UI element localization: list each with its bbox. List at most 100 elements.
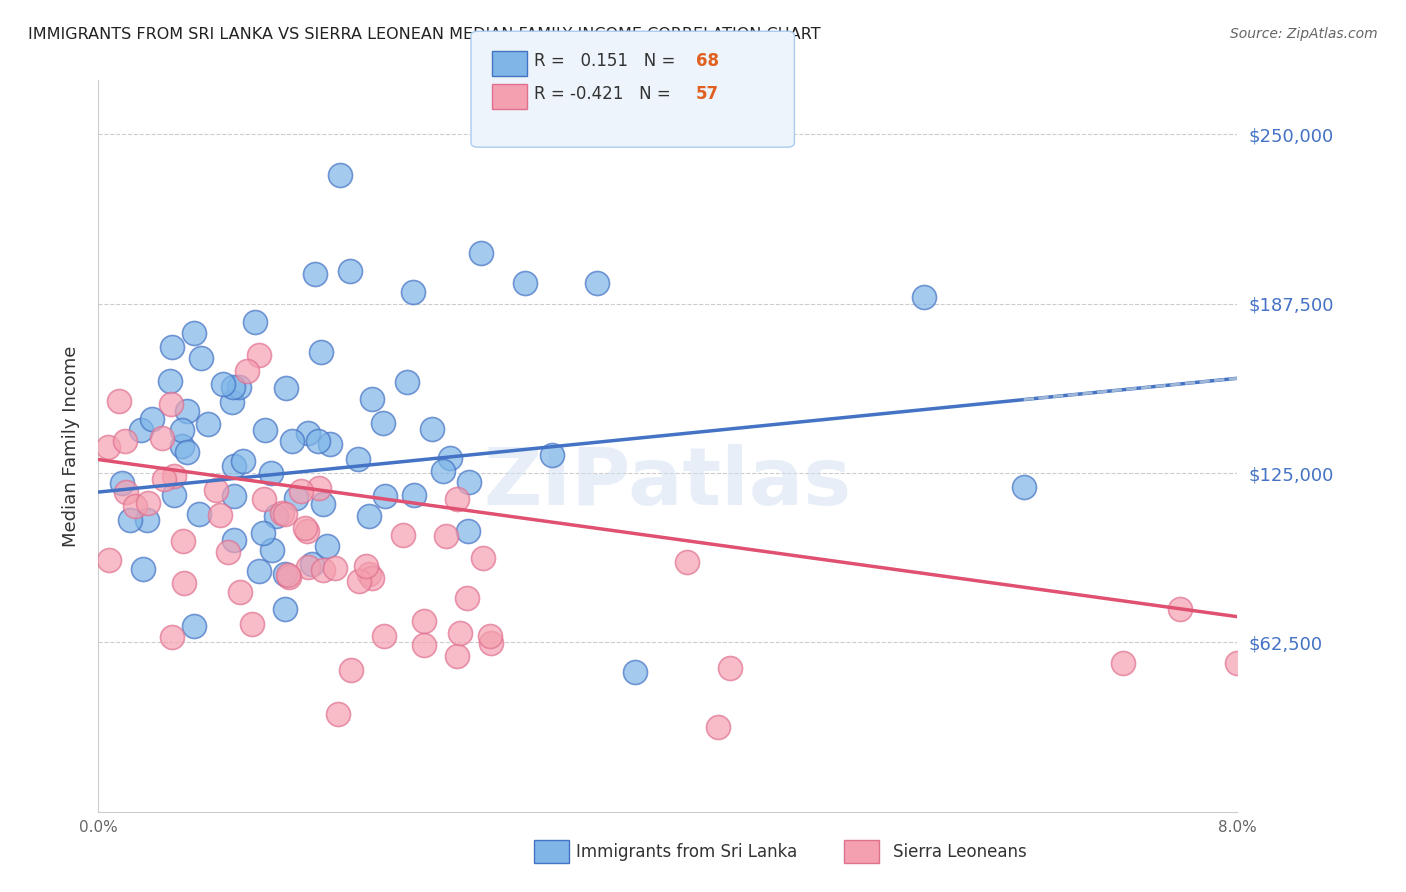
Point bbox=[281, 434, 304, 448]
Point bbox=[420, 422, 443, 436]
Point bbox=[323, 561, 346, 575]
Point bbox=[253, 423, 276, 437]
Point bbox=[131, 423, 153, 437]
Point bbox=[470, 246, 492, 260]
Point bbox=[319, 437, 342, 451]
Point bbox=[585, 277, 607, 291]
Point bbox=[274, 567, 297, 582]
Point bbox=[160, 397, 183, 411]
Point bbox=[1012, 480, 1035, 494]
Point bbox=[124, 499, 146, 513]
Point bbox=[160, 630, 183, 644]
Text: R =   0.151   N =: R = 0.151 N = bbox=[534, 52, 681, 70]
Point bbox=[515, 277, 537, 291]
Point bbox=[404, 487, 426, 501]
Point bbox=[273, 507, 295, 521]
Point bbox=[108, 394, 131, 409]
Point bbox=[173, 575, 195, 590]
Point bbox=[163, 469, 186, 483]
Text: IMMIGRANTS FROM SRI LANKA VS SIERRA LEONEAN MEDIAN FAMILY INCOME CORRELATION CHA: IMMIGRANTS FROM SRI LANKA VS SIERRA LEON… bbox=[28, 27, 821, 42]
Point bbox=[297, 524, 319, 539]
Point bbox=[312, 497, 335, 511]
Point bbox=[242, 616, 264, 631]
Point bbox=[247, 348, 270, 362]
Point bbox=[301, 557, 323, 571]
Text: Immigrants from Sri Lanka: Immigrants from Sri Lanka bbox=[576, 843, 797, 861]
Point bbox=[135, 513, 157, 527]
Point bbox=[183, 619, 205, 633]
Point bbox=[222, 379, 245, 393]
Point bbox=[374, 489, 396, 503]
Point bbox=[412, 614, 434, 628]
Point bbox=[623, 665, 645, 680]
Text: 57: 57 bbox=[696, 85, 718, 103]
Point bbox=[308, 481, 330, 495]
Point bbox=[309, 345, 332, 359]
Point bbox=[456, 591, 478, 606]
Point bbox=[434, 529, 457, 543]
Point bbox=[396, 376, 419, 390]
Point bbox=[176, 404, 198, 418]
Point bbox=[359, 508, 381, 523]
Point bbox=[170, 423, 193, 437]
Point bbox=[439, 451, 461, 466]
Point bbox=[150, 431, 173, 445]
Point bbox=[361, 392, 384, 407]
Point bbox=[446, 492, 468, 507]
Point bbox=[446, 648, 468, 663]
Point bbox=[541, 448, 564, 462]
Point bbox=[479, 635, 502, 649]
Point bbox=[132, 562, 155, 576]
Point bbox=[312, 563, 335, 577]
Point bbox=[290, 483, 312, 498]
Point bbox=[205, 483, 228, 498]
Point bbox=[252, 526, 274, 541]
Point bbox=[232, 453, 254, 467]
Point bbox=[718, 661, 741, 675]
Text: 68: 68 bbox=[696, 52, 718, 70]
Text: ZIPatlas: ZIPatlas bbox=[484, 443, 852, 522]
Point bbox=[371, 416, 394, 430]
Point bbox=[479, 629, 502, 643]
Point bbox=[276, 381, 298, 395]
Point bbox=[339, 263, 361, 277]
Point bbox=[217, 545, 239, 559]
Point bbox=[222, 459, 245, 474]
Point bbox=[160, 340, 183, 354]
Point bbox=[176, 445, 198, 459]
Point bbox=[187, 507, 209, 521]
Point bbox=[1112, 656, 1135, 670]
Point bbox=[183, 326, 205, 340]
Point bbox=[471, 551, 494, 566]
Point bbox=[297, 559, 319, 574]
Point bbox=[236, 364, 259, 378]
Point bbox=[208, 508, 231, 522]
Point bbox=[260, 466, 283, 480]
Point bbox=[1226, 656, 1249, 670]
Point bbox=[197, 417, 219, 431]
Point bbox=[97, 440, 120, 454]
Text: R = -0.421   N =: R = -0.421 N = bbox=[534, 85, 676, 103]
Point bbox=[252, 492, 274, 507]
Point bbox=[304, 267, 326, 281]
Point bbox=[138, 496, 160, 510]
Point bbox=[212, 376, 235, 391]
Point bbox=[247, 564, 270, 578]
Point bbox=[402, 285, 425, 299]
Point bbox=[340, 663, 363, 677]
Point bbox=[190, 351, 212, 365]
Point bbox=[277, 570, 299, 584]
Point bbox=[229, 584, 252, 599]
Point bbox=[221, 395, 243, 409]
Point bbox=[159, 374, 181, 388]
Point bbox=[297, 425, 319, 440]
Point bbox=[274, 602, 297, 616]
Point bbox=[153, 472, 176, 486]
Point bbox=[912, 290, 935, 304]
Point bbox=[222, 533, 245, 548]
Point bbox=[347, 574, 370, 589]
Point bbox=[413, 638, 436, 652]
Point bbox=[1170, 601, 1192, 615]
Point bbox=[172, 533, 194, 548]
Point bbox=[114, 434, 136, 448]
